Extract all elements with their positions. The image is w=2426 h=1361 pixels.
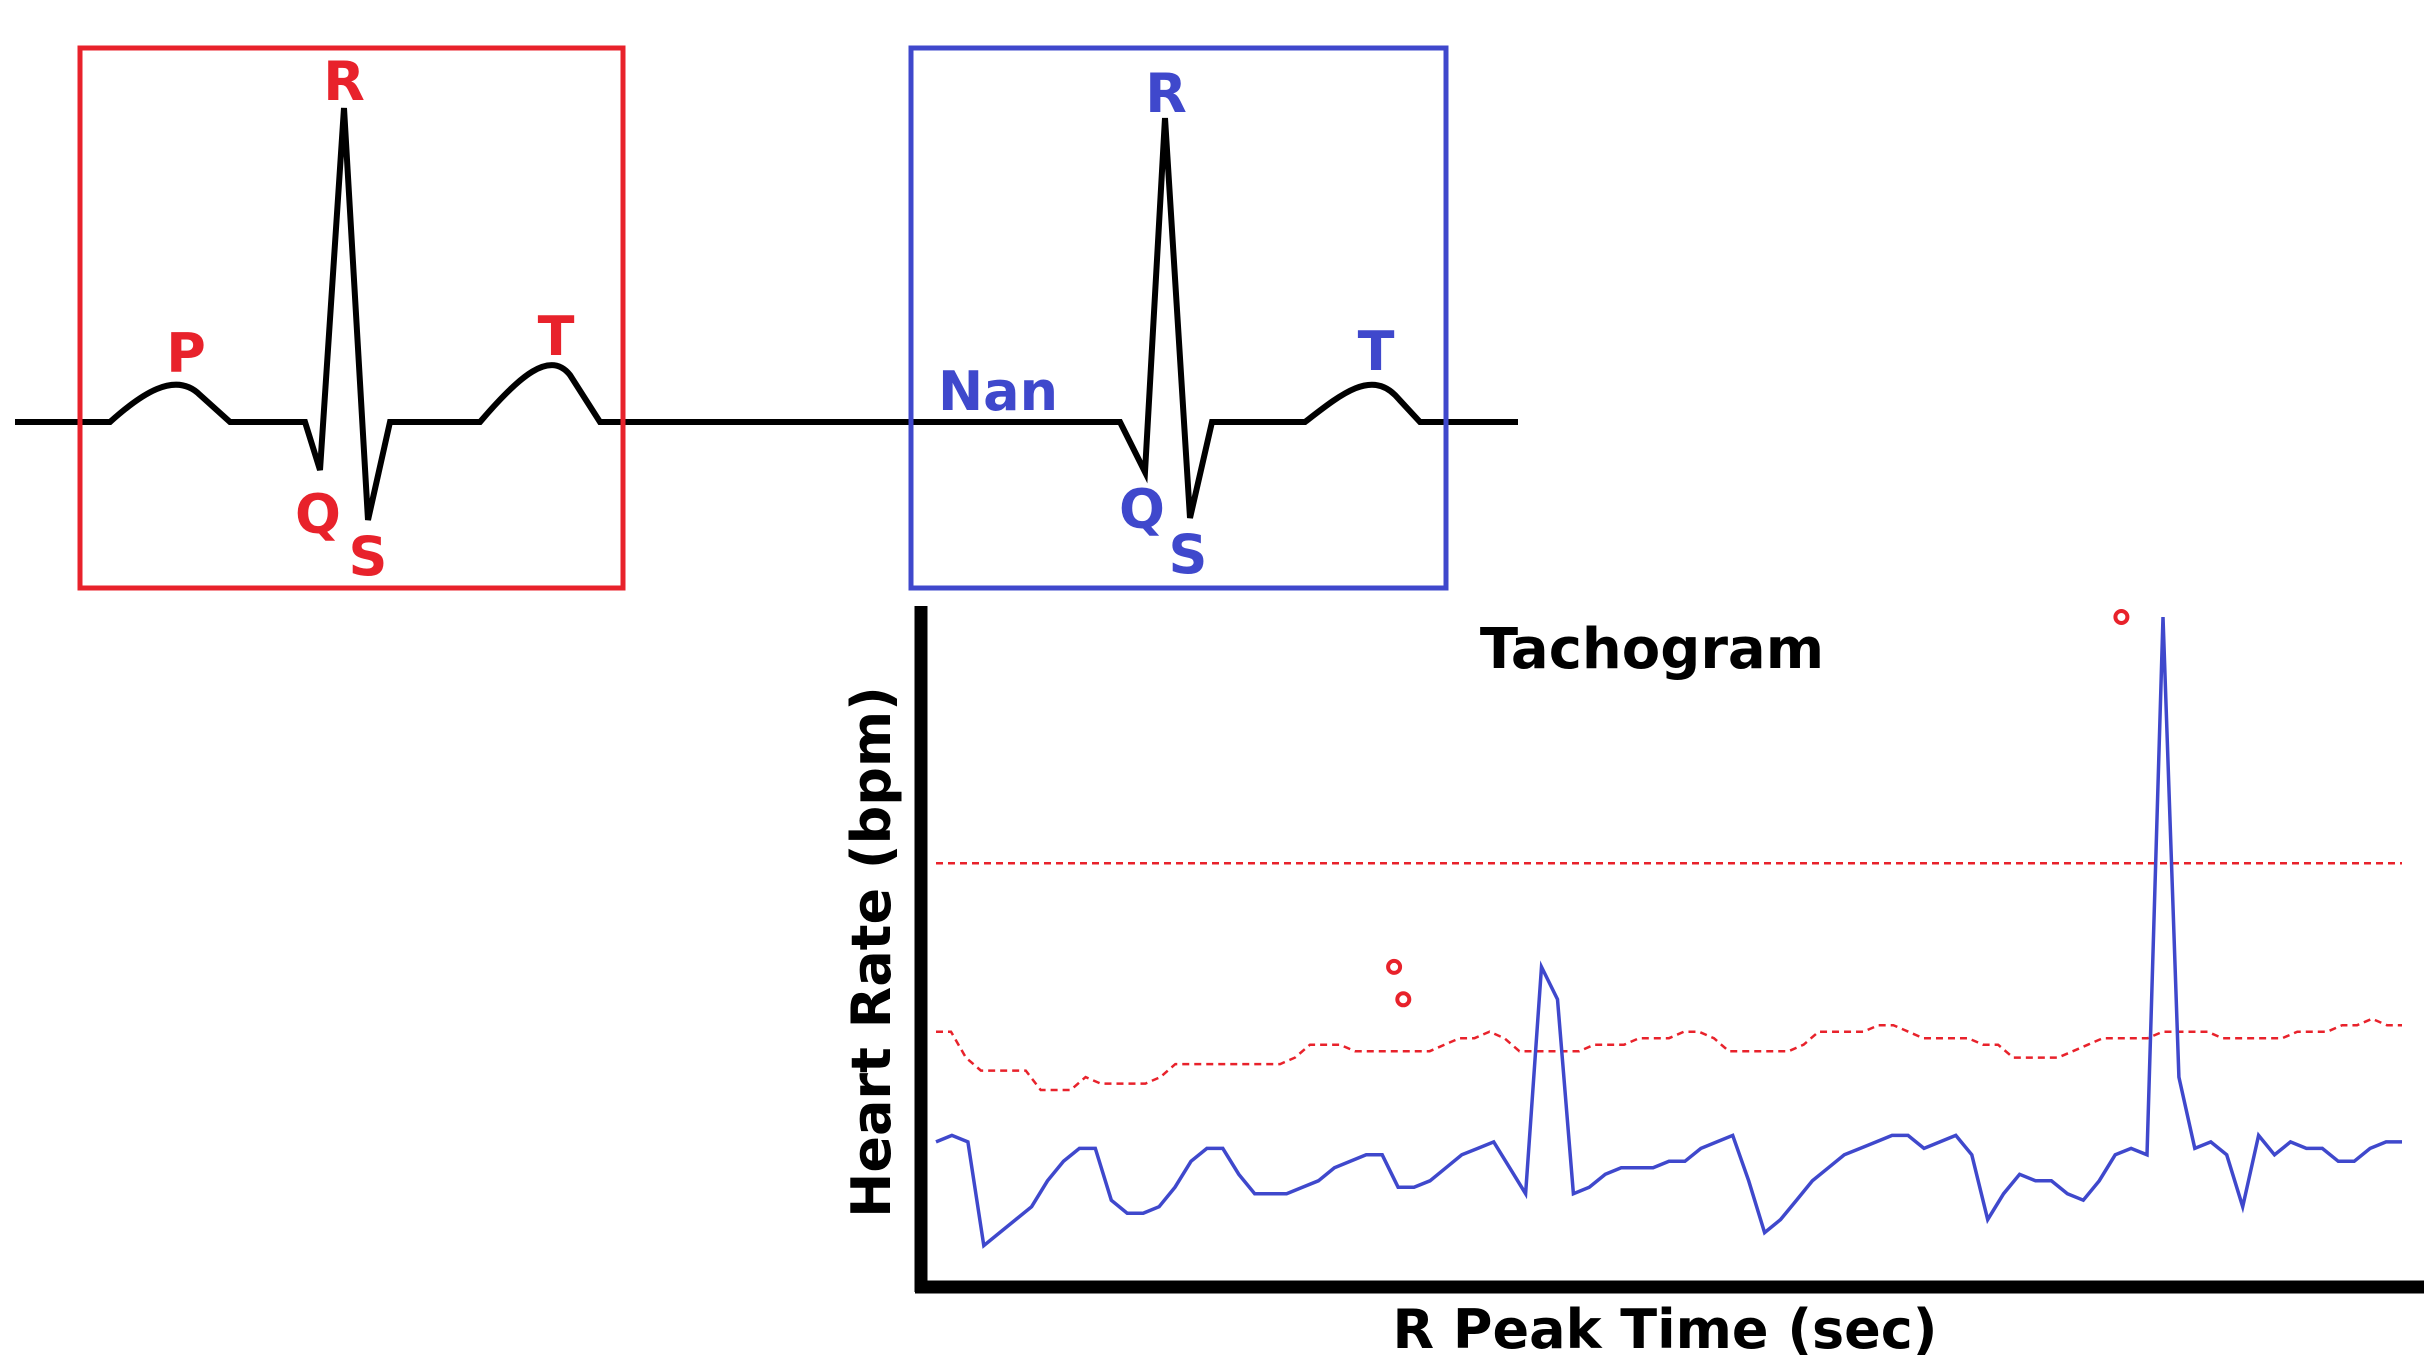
tachogram-chart: Tachogram R Peak Time (sec) Heart Rate (… <box>840 606 2424 1361</box>
missing-beat-label-r: R <box>1145 62 1187 125</box>
chart-y-label: Heart Rate (bpm) <box>840 686 903 1218</box>
missing-beat-label-s: S <box>1169 523 1208 586</box>
normal-beat-label-t: T <box>538 305 575 368</box>
missing-p-beat-box <box>908 45 1449 591</box>
missing-beat-label-t: T <box>1358 320 1395 383</box>
outlier-marker-1 <box>1386 958 1403 975</box>
normal-beat-label-p: P <box>166 322 206 385</box>
missing-beat-label-q: Q <box>1119 478 1165 541</box>
normal-beat-label-s: S <box>349 525 388 588</box>
missing-beat-label-p: Nan <box>938 360 1058 423</box>
normal-beat-label-q: Q <box>295 483 341 546</box>
outlier-marker-2 <box>1395 991 1412 1008</box>
heart-rate-series-1 <box>935 616 2402 1249</box>
outlier-marker-3 <box>2113 609 2130 625</box>
tachogram-plot-area <box>935 609 2402 1249</box>
normal-beat-label-r: R <box>323 50 365 113</box>
threshold-line-1 <box>936 1017 2402 1092</box>
chart-title: Tachogram <box>1480 617 1824 682</box>
chart-x-label: R Peak Time (sec) <box>1393 1298 1938 1361</box>
ecg-waveform <box>15 107 1518 521</box>
normal-beat-box <box>77 45 626 591</box>
